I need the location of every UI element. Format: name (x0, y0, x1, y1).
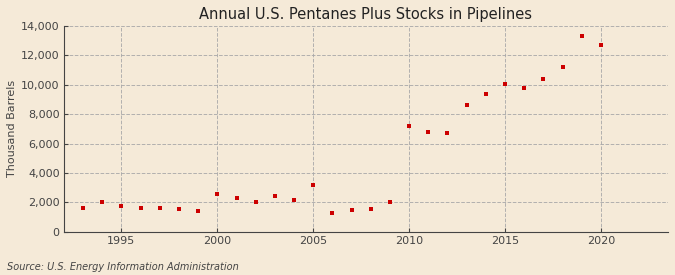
Point (116, 204, 127, 208)
Point (346, 208, 357, 212)
Point (212, 191, 223, 196)
Point (404, 124, 414, 128)
Point (423, 130, 434, 134)
Point (173, 207, 184, 211)
Point (481, 91, 491, 96)
Point (231, 196, 242, 200)
Point (97, 200, 107, 204)
Point (538, 77, 549, 81)
Point (557, 65, 568, 69)
Y-axis label: Thousand Barrels: Thousand Barrels (7, 80, 17, 177)
Point (78, 206, 88, 211)
Point (365, 207, 376, 211)
Point (289, 198, 300, 202)
Point (385, 200, 396, 204)
Text: Source: U.S. Energy Information Administration: Source: U.S. Energy Information Administ… (7, 262, 238, 272)
Point (135, 206, 146, 211)
Point (442, 130, 453, 135)
Point (155, 206, 165, 211)
Point (327, 211, 338, 215)
Point (595, 43, 606, 47)
Title: Annual U.S. Pentanes Plus Stocks in Pipelines: Annual U.S. Pentanes Plus Stocks in Pipe… (200, 7, 533, 22)
Point (576, 34, 587, 39)
Point (500, 82, 510, 86)
Point (250, 200, 261, 204)
Point (193, 209, 204, 213)
Point (308, 183, 319, 187)
Point (519, 86, 530, 91)
Point (269, 194, 280, 198)
Point (461, 103, 472, 108)
